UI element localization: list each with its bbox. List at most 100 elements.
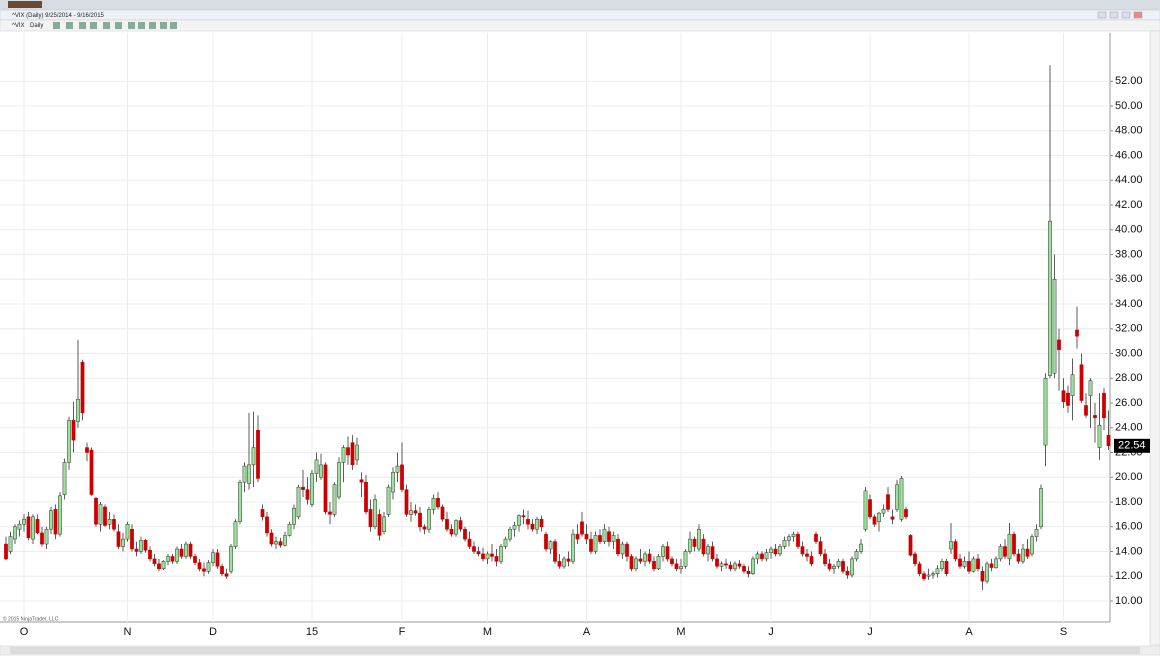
candle-body [386, 486, 391, 515]
candle-body [881, 509, 886, 514]
window-button[interactable] [1121, 11, 1131, 19]
candle-body [620, 543, 625, 555]
candle-body [143, 540, 148, 551]
drawing-toolbar [1149, 30, 1160, 646]
candle-body [418, 512, 422, 527]
y-tick-label: 16.00 [1115, 521, 1143, 533]
candle-body [976, 558, 980, 570]
candle-body [62, 462, 67, 495]
candle-body [913, 553, 917, 565]
candle-body [868, 499, 872, 518]
x-tick-label: S [1060, 626, 1067, 638]
candle-body [665, 546, 670, 560]
candle-body [796, 533, 800, 547]
candle-body [931, 573, 935, 576]
candle-body [607, 531, 611, 542]
candle-body [535, 519, 539, 530]
tool-icon[interactable] [53, 22, 60, 29]
y-tick-label: 46.00 [1115, 149, 1143, 161]
candle-body [503, 538, 508, 547]
candle-body [292, 507, 296, 525]
app-bar [0, 0, 1160, 10]
candle-body [467, 538, 472, 547]
candle-body [922, 573, 926, 579]
tool-icon[interactable] [170, 22, 177, 29]
candle-body [328, 511, 332, 515]
scroll-thumb[interactable] [10, 647, 1140, 654]
candle-body [854, 551, 859, 560]
candle-body [674, 563, 679, 570]
candle-body [337, 462, 341, 498]
candle-body [539, 519, 544, 527]
candle-body [139, 540, 143, 552]
x-tick-label: M [483, 626, 492, 638]
candle-body [8, 536, 13, 552]
x-tick-label: D [209, 626, 217, 638]
candle-body [706, 546, 710, 555]
y-tick-label: 18.00 [1115, 496, 1143, 508]
candle-body [917, 563, 922, 574]
candle-body [476, 551, 481, 555]
app-tab[interactable] [8, 1, 42, 8]
y-tick-label: 30.00 [1115, 347, 1143, 359]
candle-body [1048, 220, 1052, 377]
candle-body [827, 563, 832, 570]
candle-body [265, 516, 269, 534]
tool-icon[interactable] [160, 22, 167, 29]
candle-body [323, 464, 328, 513]
y-tick-label: 34.00 [1115, 298, 1143, 310]
window-button[interactable] [1097, 11, 1107, 19]
last-price-box [1114, 438, 1150, 453]
candle-body [994, 558, 998, 568]
y-tick-label: 50.00 [1115, 100, 1143, 112]
candle-body [832, 566, 836, 570]
candle-body [980, 571, 985, 582]
candle-body [571, 533, 575, 562]
y-tick-label: 38.00 [1115, 248, 1143, 260]
candle-body [1043, 378, 1048, 446]
candle-body [364, 481, 368, 513]
candle-body [134, 548, 139, 552]
candle-body [391, 472, 395, 493]
candle-body [431, 498, 436, 510]
candle-body [733, 563, 737, 570]
tool-icon[interactable] [90, 22, 97, 29]
candle-body [215, 552, 220, 567]
candle-body [692, 538, 697, 547]
y-tick-label: 12.00 [1115, 570, 1143, 582]
candle-body [440, 506, 445, 520]
candle-body [413, 510, 418, 514]
candle-body [310, 473, 314, 505]
candle-body [485, 553, 490, 560]
interval-selector[interactable]: Daily [30, 23, 43, 29]
candle-body [121, 538, 125, 547]
candle-body [656, 556, 661, 570]
candle-body [836, 561, 841, 567]
candle-body [940, 561, 944, 570]
window-button[interactable] [1109, 11, 1119, 19]
close-button[interactable] [1133, 11, 1143, 19]
candle-body [211, 552, 215, 563]
toolbar-icons [53, 22, 177, 29]
instrument-selector[interactable]: ^VIX [12, 23, 25, 29]
candle-body [346, 447, 350, 456]
tool-icon[interactable] [149, 22, 156, 29]
candle-body [724, 563, 728, 566]
candle-body [760, 553, 764, 560]
tool-icon[interactable] [138, 22, 145, 29]
candle-body [944, 561, 949, 574]
candle-body [845, 571, 850, 576]
candle-body [382, 516, 386, 532]
candle-body [1003, 546, 1007, 557]
tool-icon[interactable] [79, 22, 86, 29]
tool-icon[interactable] [66, 22, 73, 29]
candle-body [634, 558, 638, 570]
tool-icon[interactable] [115, 22, 122, 29]
tool-icon[interactable] [128, 22, 135, 29]
tool-icon[interactable] [103, 22, 110, 29]
candle-body [103, 506, 107, 526]
candle-body [904, 509, 908, 518]
candle-body [4, 543, 8, 560]
candle-body [625, 543, 629, 557]
candle-body [800, 546, 805, 555]
